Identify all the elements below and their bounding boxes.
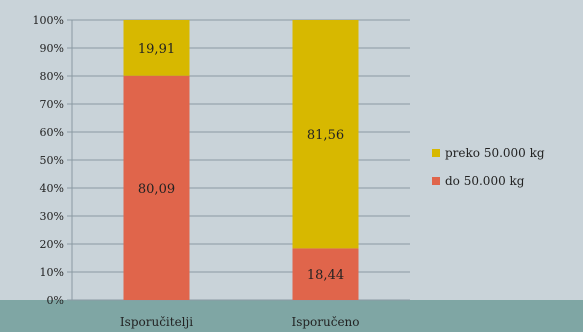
data-label: 19,91: [138, 42, 175, 57]
y-tick-label: 90%: [40, 42, 64, 55]
y-tick-label: 0%: [47, 294, 64, 307]
bar-segment: [123, 75, 190, 300]
y-tick-label: 40%: [40, 182, 64, 195]
bar-segment: [292, 20, 359, 249]
legend-swatch: [432, 177, 440, 185]
y-tick-label: 70%: [40, 98, 64, 111]
y-tick-label: 20%: [40, 238, 64, 251]
data-label: 18,44: [307, 268, 344, 283]
x-tick-label: Isporučitelji: [120, 315, 193, 329]
legend: preko 50.000 kg do 50.000 kg: [432, 146, 545, 188]
y-tick-label: 50%: [40, 154, 64, 167]
legend-swatch: [432, 149, 440, 157]
x-axis: Isporučitelji Isporučeno: [120, 315, 360, 329]
y-tick-label: 100%: [33, 14, 64, 27]
bar-segment: [123, 20, 190, 76]
x-tick-label: Isporučeno: [291, 315, 359, 329]
y-tick-label: 30%: [40, 210, 64, 223]
y-tick-label: 80%: [40, 70, 64, 83]
data-label: 81,56: [307, 128, 344, 143]
bars: 80,09 19,91 18,44 81,56: [123, 20, 359, 300]
chart-floor: [0, 300, 583, 332]
legend-label: preko 50.000 kg: [445, 146, 545, 160]
y-axis: 0% 10% 20% 30% 40% 50% 60% 70% 80% 90% 100%: [33, 14, 73, 307]
y-tick-label: 10%: [40, 266, 64, 279]
legend-label: do 50.000 kg: [445, 174, 525, 188]
bar-segment: [292, 248, 359, 300]
data-label: 80,09: [138, 182, 175, 197]
y-tick-label: 60%: [40, 126, 64, 139]
